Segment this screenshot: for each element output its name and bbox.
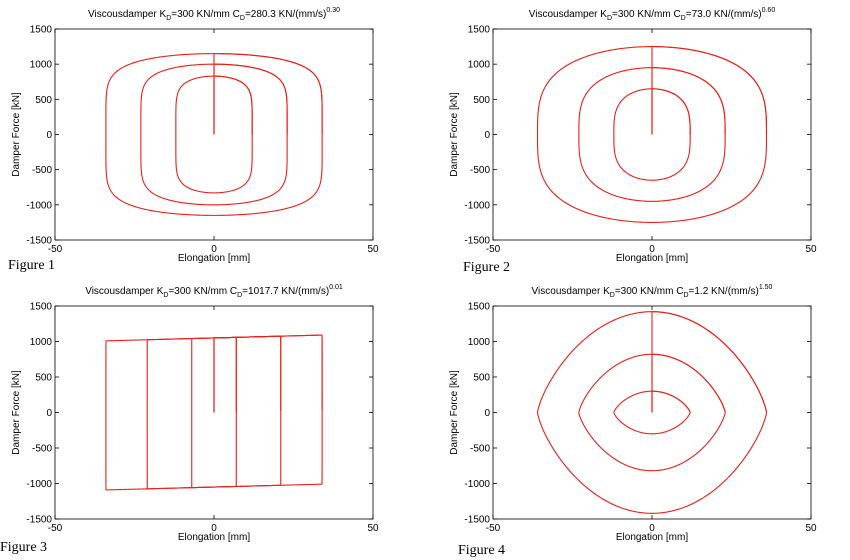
transient-curve-3 [213,53,323,135]
y-axis-label: Damper Force [kN] [449,92,460,177]
y-tick-label: 0 [484,130,490,141]
y-tick-label: -1500 [464,515,490,526]
y-tick-label: 1000 [468,337,491,348]
y-tick-label: -1000 [464,479,490,490]
x-tick-label: 0 [211,244,217,255]
x-tick-label: -50 [48,523,63,534]
y-tick-label: -1500 [26,515,52,526]
figure-1-caption: Figure 1 [8,258,56,273]
chart-title: Viscousdamper KD=300 KN/mm CD=73.0 KN/(m… [529,7,776,22]
y-tick-label: 500 [473,373,490,384]
y-tick-label: -1500 [464,236,490,247]
x-axis-label: Elongation [mm] [178,253,250,264]
y-tick-label: 500 [35,373,52,384]
x-axis-label: Elongation [mm] [616,532,688,543]
x-tick-label: -50 [48,244,63,255]
transient-curve-2 [213,63,288,135]
y-tick-label: 0 [484,408,490,419]
y-tick-label: 1000 [30,337,53,348]
y-tick-label: -500 [32,444,52,455]
series-group [105,334,323,491]
figure-2-caption: Figure 2 [463,260,511,275]
y-axis-label: Damper Force [kN] [449,370,460,455]
transient-curve-3 [651,311,768,413]
y-tick-label: 1500 [30,25,53,36]
transient-curve-1 [651,390,691,413]
y-tick-label: 1500 [30,302,53,313]
chart-title: Viscousdamper KD=300 KN/mm CD=280.3 KN/(… [88,7,340,22]
x-tick-label: -50 [486,523,501,534]
x-tick-label: 50 [805,244,817,255]
transient-curve-3 [213,334,323,413]
series-group [536,46,768,223]
series-group [105,53,323,216]
x-tick-label: 50 [367,244,379,255]
y-tick-label: -1000 [464,200,490,211]
x-tick-label: 50 [805,523,817,534]
transient-curve-1 [651,88,691,135]
y-tick-label: -500 [32,165,52,176]
transient-curve-2 [651,67,726,135]
x-tick-label: -50 [486,244,501,255]
figure-3-caption: Figure 3 [0,540,48,555]
x-tick-label: 0 [649,244,655,255]
transient-curve-1 [213,75,253,135]
x-tick-label: 50 [367,523,379,534]
y-tick-label: 1500 [468,302,491,313]
y-axis-label: Damper Force [kN] [11,370,22,455]
y-tick-label: 1000 [468,60,491,71]
chart-title: Viscousdamper KD=300 KN/mm CD=1017.7 KN/… [85,284,343,299]
y-tick-label: -500 [470,165,490,176]
x-axis-label: Elongation [mm] [616,253,688,264]
x-axis-label: Elongation [mm] [178,532,250,543]
transient-curve-2 [651,353,726,413]
chart-title: Viscousdamper KD=300 KN/mm CD=1.2 KN/(mm… [532,284,773,299]
y-tick-label: -1500 [26,236,52,247]
y-tick-label: -1000 [26,479,52,490]
y-tick-label: 0 [46,130,52,141]
y-tick-label: 1000 [30,60,53,71]
y-tick-label: 500 [35,95,52,106]
series-group [536,311,768,514]
y-tick-label: 1500 [468,25,491,36]
transient-curve-3 [651,46,768,135]
y-tick-label: -500 [470,444,490,455]
y-tick-label: -1000 [26,200,52,211]
y-axis-label: Damper Force [kN] [11,92,22,177]
y-tick-label: 500 [473,95,490,106]
figure-4-caption: Figure 4 [458,543,506,558]
y-tick-label: 0 [46,408,52,419]
x-tick-label: 0 [649,523,655,534]
x-tick-label: 0 [211,523,217,534]
